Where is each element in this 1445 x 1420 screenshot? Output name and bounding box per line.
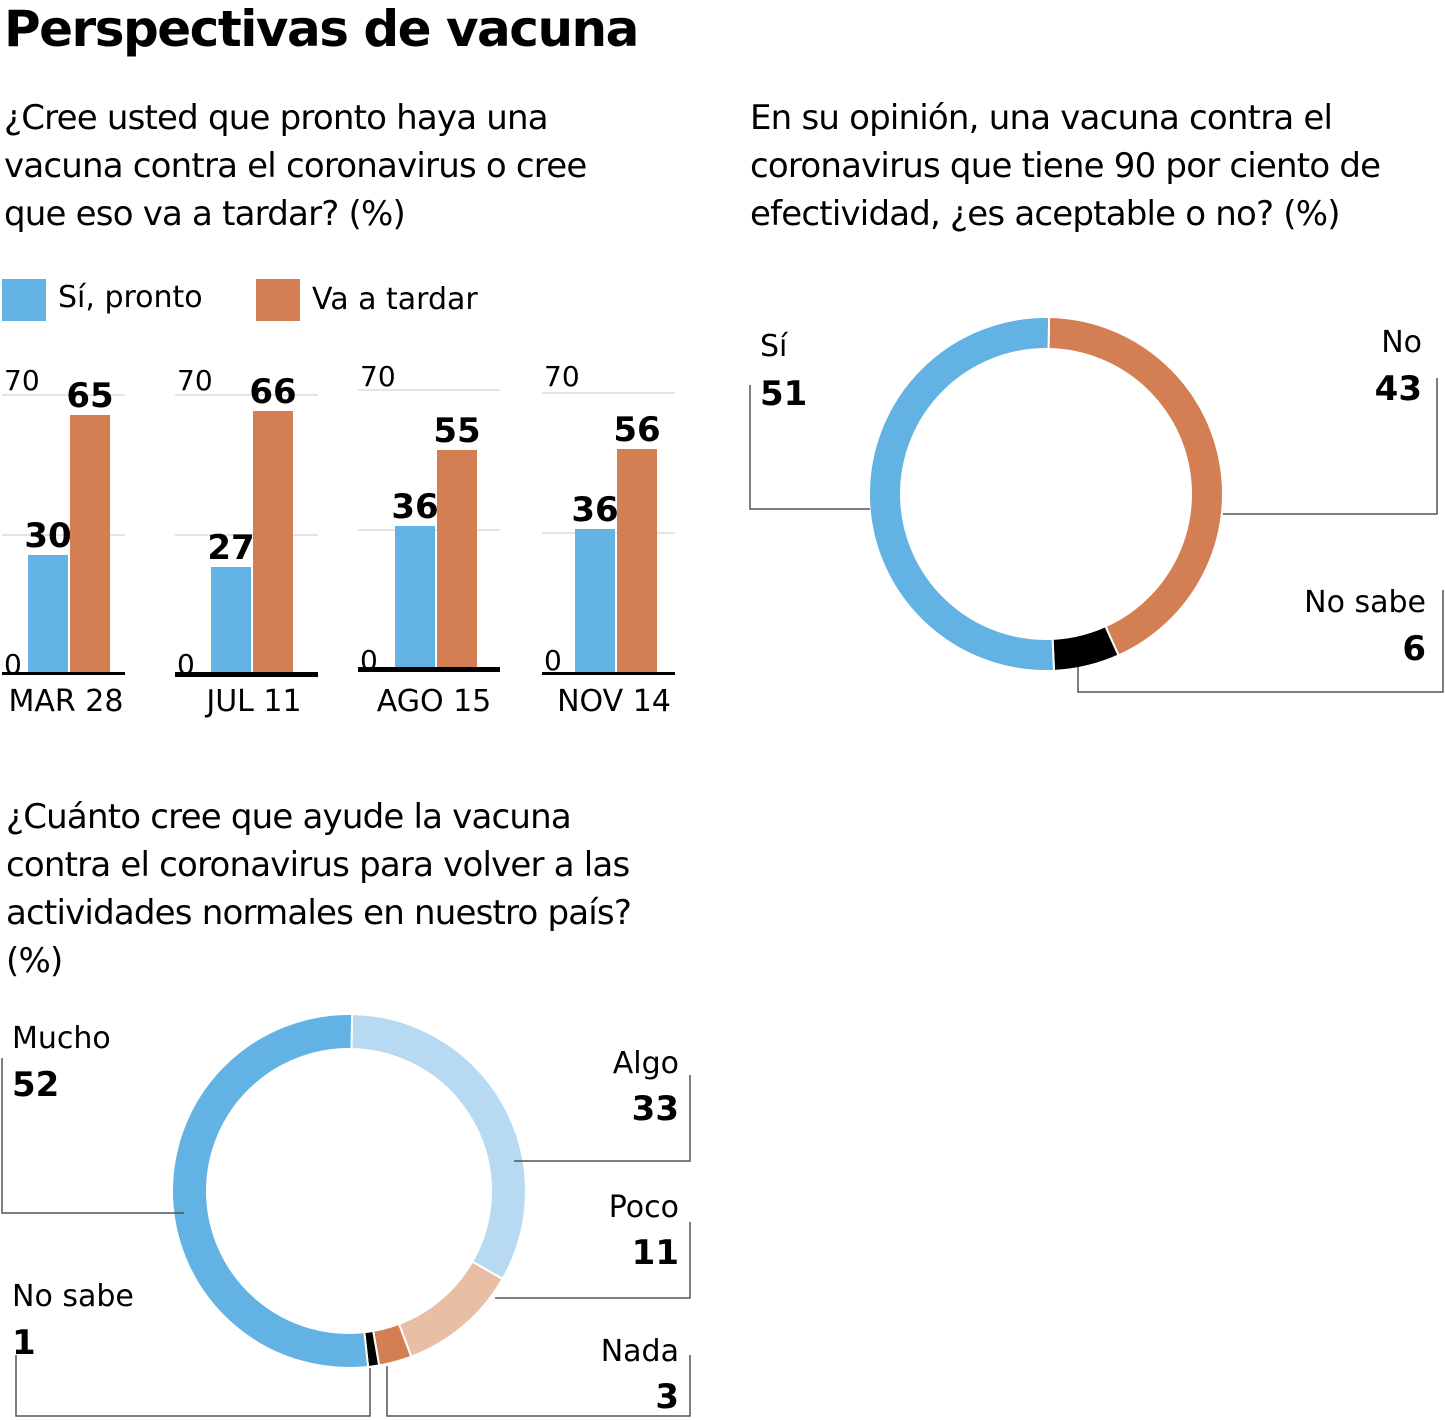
slice-value: 6: [1402, 629, 1426, 669]
question-1-line: vacuna contra el coronavirus o cree: [4, 146, 587, 186]
bar-si-pronto: [211, 567, 251, 675]
slice-label: Mucho: [12, 1021, 111, 1056]
axis-baseline: [2, 672, 125, 675]
slice-label: Poco: [609, 1190, 679, 1225]
legend-swatch-si-pronto: [2, 279, 46, 321]
leader-line: [495, 1222, 691, 1299]
y-tick-label: 0: [4, 648, 22, 681]
donut-slice-algo: [350, 1013, 527, 1281]
legend-label-va-a-tardar: Va a tardar: [312, 282, 478, 317]
slice-value: 33: [632, 1089, 679, 1129]
y-tick-label: 0: [544, 644, 562, 677]
question-3-line: contra el coronavirus para volver a las: [6, 845, 630, 885]
axis-baseline: [542, 672, 675, 675]
leader-line: [1077, 590, 1444, 693]
category-label: NOV 14: [557, 684, 671, 719]
slice-value: 43: [1375, 369, 1422, 409]
leader-line: [386, 1355, 691, 1417]
question-3-line: actividades normales en nuestro país?: [6, 893, 632, 933]
y-tick-label: 0: [360, 644, 378, 677]
bar-si-pronto: [28, 555, 68, 675]
bar-si-pronto: [395, 526, 435, 670]
leader-line: [15, 1355, 371, 1417]
data-label: 66: [249, 372, 296, 412]
axis-baseline: [358, 667, 500, 672]
donut-slice-mucho: [170, 1013, 370, 1369]
bar-va-a-tardar: [437, 450, 477, 670]
question-2: En su opinión, una vacuna contra el coro…: [750, 94, 1381, 238]
slice-label: No: [1381, 325, 1422, 360]
question-3-line: (%): [6, 941, 63, 981]
bar-va-a-tardar: [253, 411, 293, 675]
slice-label: Algo: [613, 1046, 679, 1081]
data-label: 30: [24, 516, 71, 556]
data-label: 27: [207, 528, 254, 568]
axis-baseline: [175, 672, 318, 677]
y-tick-label: 70: [177, 364, 213, 397]
data-label: 36: [391, 487, 438, 527]
donut-slice-no: [1047, 316, 1224, 657]
donut-slice-s-: [868, 316, 1056, 672]
bar-si-pronto: [575, 529, 615, 673]
bar-va-a-tardar: [70, 415, 110, 675]
leader-line: [1223, 378, 1438, 515]
slice-value: 11: [632, 1233, 679, 1273]
legend-label-si-pronto: Sí, pronto: [58, 280, 203, 315]
question-3-line: ¿Cuánto cree que ayude la vacuna: [6, 797, 572, 837]
question-1: ¿Cree usted que pronto haya una vacuna c…: [4, 94, 587, 238]
category-label: MAR 28: [9, 684, 124, 719]
slice-label: Nada: [601, 1334, 679, 1369]
category-label: AGO 15: [377, 684, 492, 719]
legend-swatch-va-a-tardar: [256, 279, 300, 321]
question-3: ¿Cuánto cree que ayude la vacuna contra …: [6, 793, 632, 985]
slice-label: No sabe: [1304, 585, 1426, 620]
data-label: 56: [613, 410, 660, 450]
donut-slice-poco: [397, 1260, 504, 1358]
question-1-line: que eso va a tardar? (%): [4, 194, 406, 234]
page-title: Perspectivas de vacuna: [4, 0, 639, 58]
y-tick-label: 70: [360, 360, 396, 393]
y-tick-label: 70: [544, 360, 580, 393]
leader-line: [1, 1058, 184, 1214]
question-2-line: efectividad, ¿es aceptable o no? (%): [750, 194, 1341, 234]
slice-value: 52: [12, 1065, 59, 1105]
data-label: 65: [66, 376, 113, 416]
question-2-line: En su opinión, una vacuna contra el: [750, 98, 1333, 138]
category-label: JUL 11: [204, 684, 301, 719]
donut-slice-no-sabe: [1051, 624, 1120, 672]
slice-label: No sabe: [12, 1279, 134, 1314]
slice-value: 3: [655, 1377, 679, 1417]
data-label: 36: [571, 490, 618, 530]
leader-line: [749, 385, 870, 510]
slice-value: 51: [760, 374, 807, 414]
data-label: 55: [433, 411, 480, 451]
bar-va-a-tardar: [617, 449, 657, 673]
slice-value: 1: [12, 1323, 36, 1363]
question-1-line: ¿Cree usted que pronto haya una: [4, 98, 549, 138]
leader-line: [514, 1075, 691, 1162]
y-tick-label: 70: [4, 364, 40, 397]
question-2-line: coronavirus que tiene 90 por ciento de: [750, 146, 1381, 186]
slice-label: Sí: [760, 329, 789, 364]
